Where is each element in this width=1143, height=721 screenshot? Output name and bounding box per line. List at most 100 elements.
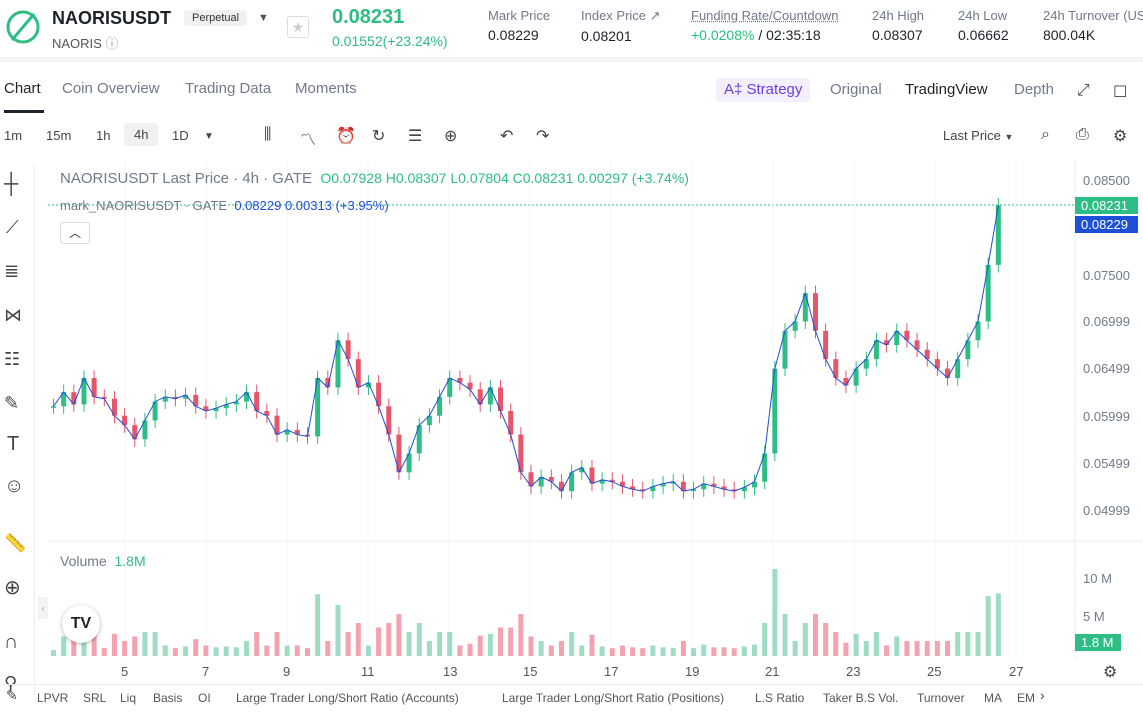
expand-icon[interactable]: ⤢ <box>1077 82 1090 99</box>
settings-gear-icon[interactable]: ⚙ <box>1113 128 1128 145</box>
view-original[interactable]: Original <box>830 81 882 98</box>
camera-icon[interactable]: ⎙ <box>1076 126 1089 143</box>
window-icon[interactable]: ☐ <box>1113 84 1128 101</box>
info-icon[interactable]: ⓘ <box>105 36 119 51</box>
parallel-lines-icon[interactable]: ≣ <box>4 261 20 281</box>
edit-icon[interactable]: ✎ <box>6 687 18 703</box>
collapse-legend-icon[interactable]: ︿ <box>60 222 90 244</box>
volume-bar <box>833 632 839 656</box>
volume-bar <box>203 645 209 656</box>
volume-bar <box>122 641 128 656</box>
volume-bar <box>904 641 910 656</box>
chevron-right-icon[interactable]: › <box>1040 687 1045 703</box>
interval-1h[interactable]: 1h <box>96 128 111 143</box>
alert-icon[interactable]: ⏰ <box>336 128 356 145</box>
indicator-liq[interactable]: Liq <box>120 691 137 705</box>
y-tick: 0.07500 <box>1083 268 1130 283</box>
time-settings-icon[interactable]: ⚙ <box>1103 664 1118 681</box>
volume-bar <box>365 645 371 656</box>
x-tick: 15 <box>523 664 538 679</box>
candle-body <box>498 387 504 411</box>
indicator-turnover[interactable]: Turnover <box>917 691 965 705</box>
candle-body <box>254 392 260 411</box>
candle-body <box>843 378 849 386</box>
ruler-icon[interactable]: 📏 <box>4 533 27 553</box>
volume-bar <box>731 648 737 656</box>
lock-icon[interactable]: ⚲ <box>4 673 18 693</box>
volume-bar <box>304 648 310 656</box>
symbol-title[interactable]: NAORISUSDT <box>52 8 172 28</box>
indicator-lpvr[interactable]: LPVR <box>37 691 69 705</box>
stat-index-price[interactable]: Index Price ↗ 0.08201 <box>581 8 661 44</box>
volume-bar <box>558 641 564 656</box>
indicator-ma[interactable]: MA <box>984 691 1002 705</box>
volume-bar <box>934 641 940 656</box>
add-icon[interactable]: ⊕ <box>444 128 458 145</box>
interval-15m[interactable]: 15m <box>46 128 72 143</box>
pattern-icon[interactable]: ⋈ <box>4 305 22 325</box>
view-depth[interactable]: Depth <box>1014 81 1055 98</box>
x-tick: 21 <box>765 664 780 679</box>
strategy-button[interactable]: A‡ Strategy <box>716 78 811 102</box>
indicator-oi[interactable]: OI <box>198 691 211 705</box>
volume-bar <box>721 647 727 656</box>
indicator-taker-vol[interactable]: Taker B.S Vol. <box>823 691 899 705</box>
tab-coin-overview[interactable]: Coin Overview <box>62 80 160 97</box>
interval-dropdown-icon[interactable]: ▼ <box>204 131 214 142</box>
interval-4h[interactable]: 4h <box>124 123 159 146</box>
volume-bar <box>315 594 321 656</box>
fib-icon[interactable]: ☷ <box>4 349 21 369</box>
candle-body <box>426 415 432 426</box>
chevron-down-icon[interactable]: ▼ <box>258 12 269 24</box>
indicator-ls-ratio[interactable]: L.S Ratio <box>755 691 805 705</box>
redo-icon[interactable]: ↷ <box>536 128 550 145</box>
zoom-in-icon[interactable]: ⊕ <box>4 577 21 599</box>
candle-body <box>223 404 229 409</box>
trend-line-icon[interactable]: ⟋ <box>6 217 19 237</box>
candle-body <box>934 359 940 369</box>
tab-chart[interactable]: Chart <box>4 80 41 97</box>
volume-bar <box>812 614 818 656</box>
mark-price-badge: 0.08229 <box>1075 216 1138 233</box>
contract-type-badge: Perpetual <box>184 10 248 26</box>
templates-icon[interactable]: ☰ <box>408 128 423 145</box>
last-price: 0.08231 <box>332 6 405 28</box>
favorite-star-icon[interactable]: ★ <box>287 16 309 38</box>
text-tool-icon[interactable]: T <box>7 433 20 455</box>
search-icon[interactable]: ⌕ <box>1041 126 1050 143</box>
undo-icon[interactable]: ↶ <box>500 128 514 145</box>
crosshair-icon[interactable]: ┼ <box>4 173 19 195</box>
price-type-select[interactable]: Last Price ▼ <box>943 128 1014 143</box>
tradingview-logo-icon[interactable]: TV <box>62 605 100 643</box>
view-tradingview[interactable]: TradingView <box>905 81 988 98</box>
volume-bar <box>853 633 859 656</box>
indicator-srl[interactable]: SRL <box>83 691 107 705</box>
volume-bar <box>863 641 869 656</box>
interval-1d[interactable]: 1D <box>172 128 189 143</box>
brush-icon[interactable]: ✎ <box>4 393 20 413</box>
volume-bar <box>528 636 534 656</box>
candle-type-icon[interactable]: ⫼ <box>264 126 272 143</box>
candle-body <box>244 392 250 402</box>
candle-body <box>640 489 646 492</box>
volume-bar <box>691 648 697 656</box>
volume-bar <box>51 650 56 656</box>
indicator-lt-positions[interactable]: Large Trader Long/Short Ratio (Positions… <box>502 691 725 705</box>
magnet-icon[interactable]: ∩ <box>4 631 19 653</box>
indicator-basis[interactable]: Basis <box>153 691 183 705</box>
interval-1m[interactable]: 1m <box>4 128 23 143</box>
indicators-icon[interactable]: 〽 <box>300 132 317 149</box>
candle-body <box>183 394 189 399</box>
emoji-icon[interactable]: ☺ <box>4 475 25 497</box>
replay-icon[interactable]: ↻ <box>372 128 386 145</box>
candle-body <box>264 411 270 416</box>
tab-trading-data[interactable]: Trading Data <box>185 80 272 97</box>
x-tick: 25 <box>927 664 942 679</box>
indicator-ema[interactable]: EM <box>1017 691 1035 705</box>
volume-bar <box>325 641 331 656</box>
volume-bar <box>498 627 504 656</box>
indicator-lt-accounts[interactable]: Large Trader Long/Short Ratio (Accounts) <box>236 691 459 705</box>
tab-moments[interactable]: Moments <box>295 80 357 97</box>
candlestick-chart[interactable] <box>48 160 1143 662</box>
collapse-toolbar-icon[interactable]: ‹ <box>38 597 48 619</box>
